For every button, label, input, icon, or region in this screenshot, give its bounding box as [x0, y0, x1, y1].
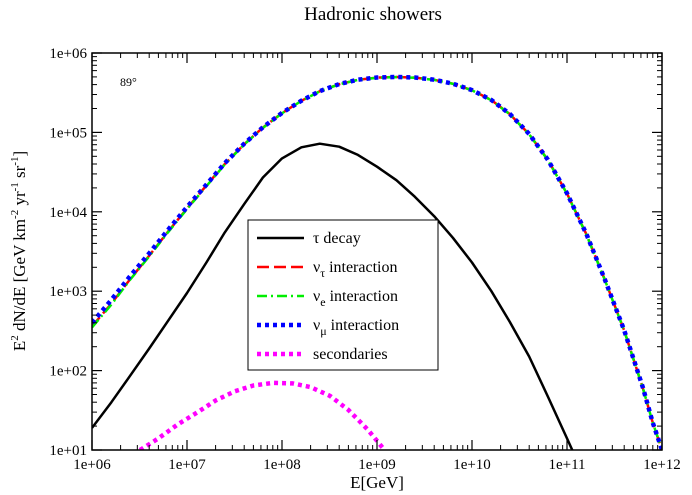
legend-label: ντ interaction: [313, 259, 397, 280]
series-line-interaction: [92, 74, 662, 450]
y-tick-label: 1e+03: [49, 284, 87, 300]
x-tick-label: 1e+09: [358, 457, 396, 473]
ylabel-mid3: sr: [10, 165, 29, 182]
legend-label: secondaries: [313, 346, 388, 363]
legend-label-main: ν: [313, 259, 320, 276]
ylabel-exp2: -2: [9, 210, 21, 219]
x-tick-label: 1e+08: [263, 457, 301, 473]
y-tick-label: 1e+02: [49, 364, 87, 380]
legend-label-sub: μ: [320, 324, 326, 338]
ylabel-exp4: -1: [9, 157, 21, 166]
chart-title: Hadronic showers: [304, 4, 442, 25]
legend-label-sub: τ: [320, 266, 325, 280]
x-tick-label: 1e+11: [548, 457, 585, 473]
legend-label-rest: interaction: [327, 317, 399, 334]
ylabel-mid2: yr: [10, 191, 29, 210]
x-axis: 1e+06 1e+07 1e+08 1e+09 1e+10 1e+11 1e+12: [73, 53, 681, 473]
legend-label-sub: e: [320, 295, 325, 309]
series-line-decay: [92, 142, 574, 450]
ylabel-main: E: [10, 341, 29, 351]
x-tick-label: 1e+10: [453, 457, 491, 473]
legend-label-rest: interaction: [325, 259, 397, 276]
ylabel-exp1: 2: [9, 335, 21, 341]
ylabel-exp3: -1: [9, 182, 21, 191]
legend-label: νe interaction: [313, 288, 398, 309]
legend-label-rest: interaction: [326, 288, 398, 305]
legend-label-main: τ decay: [313, 230, 361, 247]
legend-label-main: secondaries: [313, 346, 388, 363]
legend-label-main: ν: [313, 317, 320, 334]
y-tick-label: 1e+01: [49, 443, 87, 459]
legend-label-main: ν: [313, 288, 320, 305]
legend-label: νμ interaction: [313, 317, 399, 338]
series-line-secondaries: [138, 380, 387, 450]
y-axis: 1e+01 1e+02 1e+03 1e+04 1e+05 1e+06: [49, 46, 662, 459]
x-tick-label: 1e+06: [73, 457, 111, 473]
y-tick-label: 1e+06: [49, 46, 87, 62]
angle-annotation: 89°: [120, 75, 137, 89]
y-tick-label: 1e+05: [49, 125, 87, 141]
y-tick-label: 1e+04: [49, 205, 87, 221]
series-layer: [92, 74, 662, 450]
x-tick-label: 1e+07: [168, 457, 206, 473]
ylabel-mid: dN/dE [GeV km: [10, 219, 29, 335]
x-axis-title: E[GeV]: [350, 473, 404, 492]
x-tick-label: 1e+12: [643, 457, 681, 473]
legend-label: τ decay: [313, 230, 361, 247]
ylabel-end: ]: [10, 151, 29, 157]
y-axis-title: E2 dN/dE [GeV km-2 yr-1 sr-1]: [9, 151, 29, 351]
